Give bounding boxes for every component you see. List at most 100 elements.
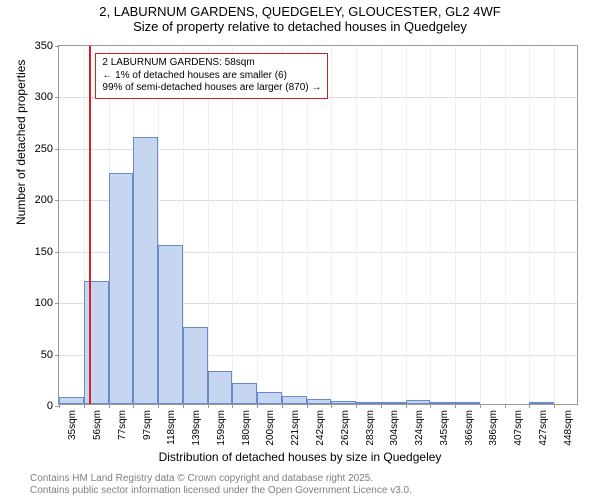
x-tick (84, 404, 85, 408)
x-tick-label: 407sqm (513, 410, 524, 446)
histogram-bar (183, 327, 208, 404)
reference-line (89, 46, 91, 404)
histogram-bar (455, 402, 480, 404)
gridline-v (307, 46, 308, 404)
x-tick (554, 404, 555, 408)
y-tick (55, 97, 59, 98)
histogram-bar (257, 392, 282, 404)
x-tick-label: 262sqm (340, 410, 351, 446)
chart-area: 05010015020025030035035sqm56sqm77sqm97sq… (58, 45, 578, 405)
x-tick-label: 77sqm (117, 410, 128, 440)
x-tick-label: 180sqm (241, 410, 252, 446)
gridline-v (406, 46, 407, 404)
x-tick (257, 404, 258, 408)
x-tick-label: 56sqm (92, 410, 103, 440)
histogram-bar (331, 401, 356, 404)
annotation-line: 2 LABURNUM GARDENS: 58sqm (102, 57, 321, 70)
y-tick (55, 149, 59, 150)
x-tick-label: 139sqm (191, 410, 202, 446)
x-tick (381, 404, 382, 408)
gridline-v (529, 46, 530, 404)
y-tick (55, 355, 59, 356)
histogram-bar (307, 399, 332, 404)
annotation-line: ← 1% of detached houses are smaller (6) (102, 70, 321, 83)
histogram-bar (406, 400, 431, 404)
x-tick (59, 404, 60, 408)
gridline-v (208, 46, 209, 404)
x-tick-label: 97sqm (142, 410, 153, 440)
footer-line2: Contains public sector information licen… (30, 485, 412, 497)
histogram-bar (109, 173, 134, 404)
histogram-bar (232, 383, 257, 404)
histogram-bar (356, 402, 381, 404)
histogram-bar (529, 402, 554, 404)
y-axis-label: Number of detached properties (14, 60, 28, 225)
x-tick-label: 427sqm (538, 410, 549, 446)
x-tick-label: 242sqm (315, 410, 326, 446)
x-tick-label: 159sqm (216, 410, 227, 446)
x-tick-label: 283sqm (365, 410, 376, 446)
x-tick (331, 404, 332, 408)
x-tick (183, 404, 184, 408)
histogram-bar (158, 245, 183, 404)
x-tick-label: 366sqm (464, 410, 475, 446)
y-tick (55, 46, 59, 47)
histogram-bar (59, 397, 84, 404)
y-tick-label: 300 (35, 91, 53, 103)
histogram-bar (84, 281, 109, 404)
annotation-box: 2 LABURNUM GARDENS: 58sqm← 1% of detache… (95, 53, 328, 99)
x-axis-label: Distribution of detached houses by size … (0, 450, 600, 464)
x-tick (480, 404, 481, 408)
title-sub: Size of property relative to detached ho… (0, 19, 600, 36)
histogram-bar (208, 371, 233, 404)
x-tick-label: 386sqm (488, 410, 499, 446)
y-tick (55, 303, 59, 304)
x-tick (455, 404, 456, 408)
x-tick-label: 304sqm (389, 410, 400, 446)
y-tick-label: 200 (35, 194, 53, 206)
gridline-v (480, 46, 481, 404)
gridline-v (381, 46, 382, 404)
footer: Contains HM Land Registry data © Crown c… (30, 473, 412, 497)
x-tick (158, 404, 159, 408)
x-tick (109, 404, 110, 408)
y-tick-label: 150 (35, 246, 53, 258)
x-tick (406, 404, 407, 408)
x-tick (430, 404, 431, 408)
gridline-v (430, 46, 431, 404)
title-main: 2, LABURNUM GARDENS, QUEDGELEY, GLOUCEST… (0, 0, 600, 19)
gridline-v (554, 46, 555, 404)
x-tick (133, 404, 134, 408)
gridline-v (257, 46, 258, 404)
x-tick (208, 404, 209, 408)
x-tick-label: 448sqm (563, 410, 574, 446)
x-tick (356, 404, 357, 408)
x-tick (529, 404, 530, 408)
y-tick-label: 100 (35, 297, 53, 309)
y-tick-label: 250 (35, 143, 53, 155)
y-tick-label: 350 (35, 40, 53, 52)
histogram-bar (381, 402, 406, 404)
x-tick-label: 35sqm (67, 410, 78, 440)
x-tick (232, 404, 233, 408)
x-tick-label: 118sqm (166, 410, 177, 445)
x-tick (307, 404, 308, 408)
gridline-v (331, 46, 332, 404)
gridline-v (455, 46, 456, 404)
annotation-line: 99% of semi-detached houses are larger (… (102, 82, 321, 95)
y-tick-label: 50 (41, 349, 53, 361)
gridline-v (232, 46, 233, 404)
x-tick-label: 221sqm (290, 410, 301, 446)
x-tick-label: 324sqm (414, 410, 425, 446)
histogram-bar (133, 137, 158, 404)
footer-line1: Contains HM Land Registry data © Crown c… (30, 473, 412, 485)
gridline-v (356, 46, 357, 404)
histogram-bar (430, 402, 455, 404)
x-tick (505, 404, 506, 408)
x-tick-label: 200sqm (265, 410, 276, 446)
plot-region: 05010015020025030035035sqm56sqm77sqm97sq… (58, 45, 578, 405)
gridline-v (282, 46, 283, 404)
y-tick (55, 252, 59, 253)
x-tick (282, 404, 283, 408)
y-tick (55, 200, 59, 201)
